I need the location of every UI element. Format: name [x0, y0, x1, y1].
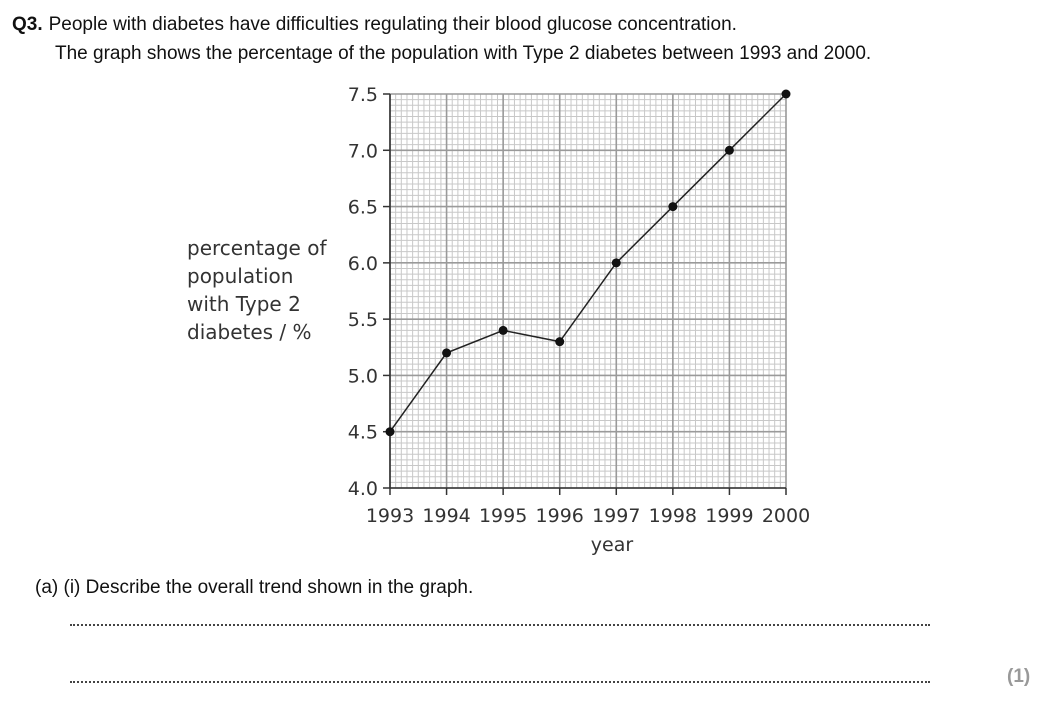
y-tick-label: 6.0	[348, 253, 378, 275]
data-point	[442, 348, 452, 358]
x-tick-label: 1995	[479, 505, 527, 527]
x-tick-label: 2000	[762, 505, 810, 527]
axes	[389, 94, 786, 489]
y-axis-label-line: percentage of	[187, 236, 327, 260]
marks-indicator: (1)	[1007, 666, 1031, 687]
x-tick-label: 1993	[366, 505, 414, 527]
x-tick-label: 1998	[649, 505, 697, 527]
part-a-question: (a) (i) Describe the overall trend shown…	[35, 577, 474, 598]
series-line	[389, 93, 787, 433]
y-axis-label: percentage of population with Type 2 dia…	[187, 234, 327, 346]
y-tick-label: 7.0	[348, 140, 378, 162]
data-point	[498, 325, 508, 335]
x-tick-label: 1996	[536, 505, 584, 527]
x-tick-label: 1994	[422, 505, 470, 527]
data-point	[611, 258, 621, 268]
question-number: Q3.	[12, 14, 43, 35]
series	[385, 89, 791, 437]
ticks: 4.0 4.5 5.0 5.5 6.0 6.5 7.0 7.5 1993 1994 1995 1996…	[348, 84, 810, 527]
y-axis-label-line: population	[187, 264, 294, 288]
question-text-1: People with diabetes have difficulties r…	[48, 14, 737, 35]
x-tick-label: 1997	[592, 505, 640, 527]
x-axis-label: year	[591, 534, 634, 556]
y-axis-label-line: with Type 2	[187, 292, 301, 316]
question-text-2: The graph shows the percentage of the po…	[55, 43, 872, 64]
grid-major	[389, 93, 787, 489]
data-point	[668, 202, 678, 212]
y-tick-label: 4.0	[348, 478, 378, 500]
data-point	[555, 337, 565, 347]
y-axis-label-line: diabetes / %	[187, 320, 312, 344]
data-point	[385, 427, 395, 437]
question-line-1: Q3. People with diabetes have difficultie…	[12, 14, 737, 36]
y-tick-label: 7.5	[348, 84, 378, 106]
y-tick-label: 6.5	[348, 197, 378, 219]
x-tick-label: 1999	[705, 505, 753, 527]
y-tick-label: 5.0	[348, 365, 378, 387]
y-tick-label: 4.5	[348, 422, 378, 444]
data-point	[781, 89, 791, 99]
answer-line[interactable]	[70, 681, 930, 683]
answer-line[interactable]	[70, 624, 930, 626]
y-tick-label: 5.5	[348, 309, 378, 331]
data-point	[724, 145, 734, 155]
